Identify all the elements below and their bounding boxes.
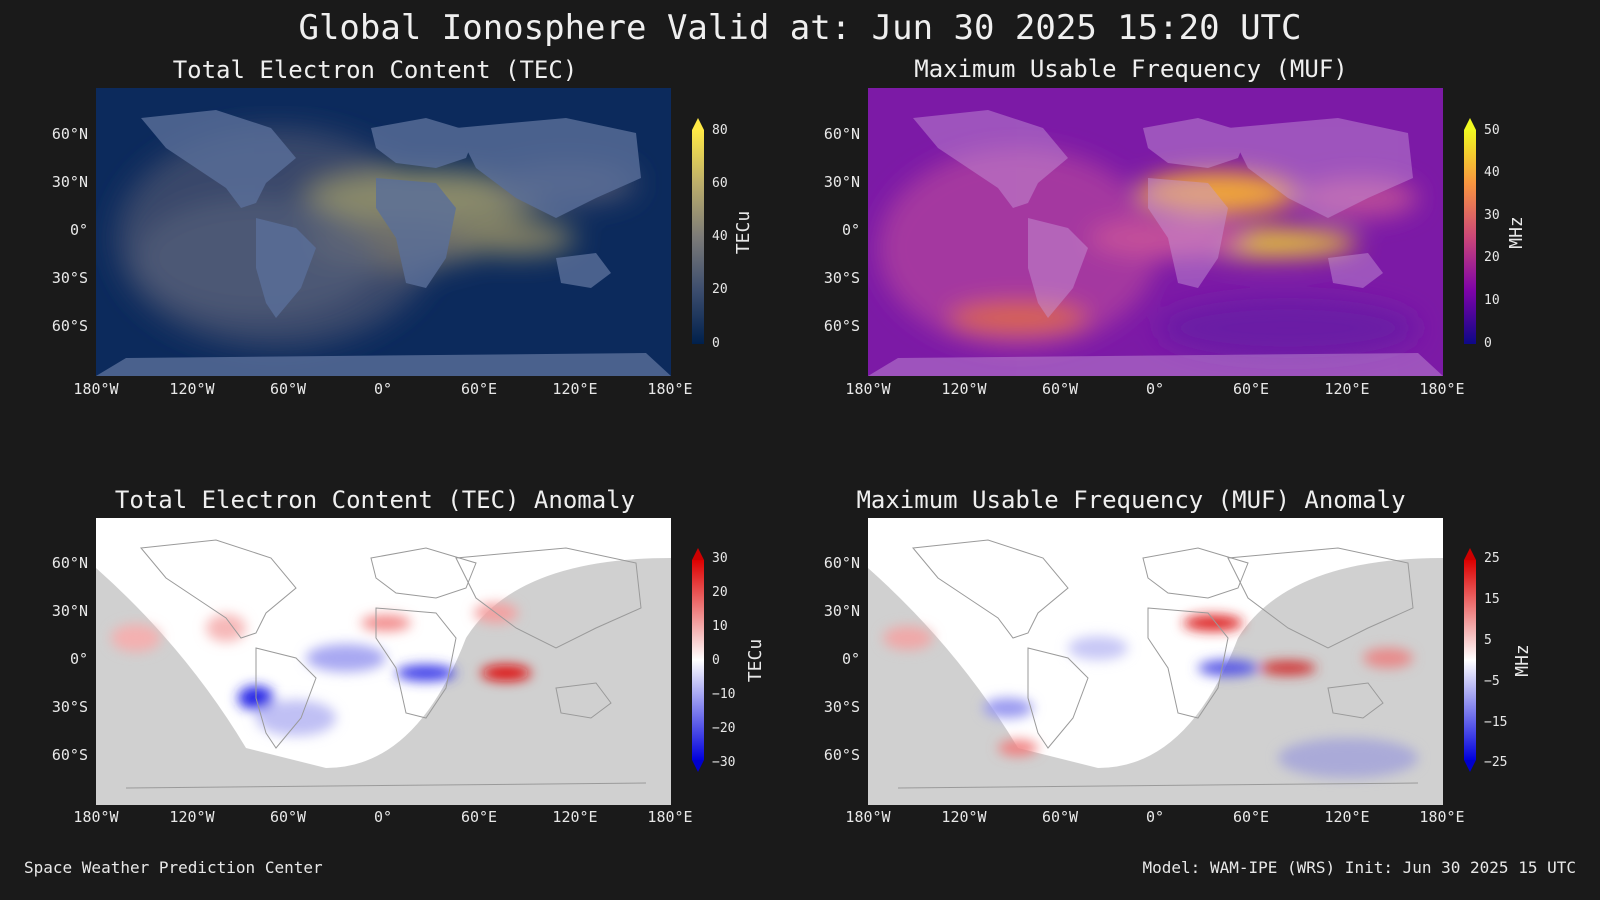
tec-colorbar: [692, 118, 704, 344]
lat-label: 30°N: [823, 602, 860, 620]
panel-title-muf: Maximum Usable Frequency (MUF): [914, 55, 1348, 83]
lat-label: 60°N: [823, 554, 860, 572]
lon-label: 0°: [1145, 808, 1165, 826]
lon-label: 180°W: [845, 808, 891, 826]
lon-label: 0°: [373, 380, 393, 398]
panel-title-muf-anomaly: Maximum Usable Frequency (MUF) Anomaly: [856, 486, 1406, 514]
lat-label: 60°N: [51, 554, 88, 572]
lat-label: 30°N: [823, 173, 860, 191]
lon-label: 120°E: [1324, 808, 1370, 826]
footer-model-info: Model: WAM-IPE (WRS) Init: Jun 30 2025 1…: [1142, 858, 1576, 877]
colorbar-tick: 10: [1484, 293, 1500, 308]
lat-label: 0°: [841, 650, 860, 668]
colorbar-unit-label: MHz: [1511, 644, 1533, 677]
colorbar-tick: −20: [712, 721, 736, 736]
panel-title-tec-anomaly: Total Electron Content (TEC) Anomaly: [114, 486, 636, 514]
page-title: Global Ionosphere Valid at: Jun 30 2025 …: [298, 8, 1302, 48]
colorbar-tick: 20: [1484, 250, 1500, 265]
colorbar-tick: 30: [712, 551, 728, 566]
lon-label: 180°W: [73, 380, 119, 398]
lon-label: 180°W: [845, 380, 891, 398]
colorbar-tick: 80: [712, 123, 728, 138]
colorbar-unit-label: TECu: [733, 210, 755, 255]
lat-label: 30°S: [823, 269, 860, 287]
colorbar-tick: 30: [1484, 208, 1500, 223]
lat-label: 60°S: [51, 746, 88, 764]
colorbar-tick: 15: [1484, 592, 1500, 607]
tec-anomaly-map: [96, 518, 671, 805]
lat-label: 30°N: [51, 602, 88, 620]
colorbar-tick: 40: [1484, 165, 1500, 180]
lon-label: 120°W: [941, 380, 987, 398]
colorbar-tick: 5: [1484, 633, 1492, 648]
colorbar-tick: 0: [1484, 336, 1492, 351]
panel-title-tec: Total Electron Content (TEC): [172, 56, 578, 84]
lat-label: 0°: [841, 221, 860, 239]
lat-label: 60°S: [823, 317, 860, 335]
lat-label: 60°S: [51, 317, 88, 335]
colorbar-tick: 0: [712, 336, 720, 351]
lat-label: 60°N: [823, 125, 860, 143]
lon-label: 60°E: [1232, 808, 1270, 826]
lon-label: 180°E: [647, 808, 693, 826]
lon-label: 120°E: [552, 808, 598, 826]
muf-anomaly-colorbar: [1464, 548, 1476, 772]
lon-label: 60°W: [1041, 808, 1079, 826]
colorbar-tick: −5: [1484, 674, 1500, 689]
colorbar-tick: 20: [712, 585, 728, 600]
colorbar-unit-label: MHz: [1505, 216, 1527, 249]
lon-label: 60°W: [269, 808, 307, 826]
lat-label: 0°: [69, 650, 88, 668]
lon-label: 180°E: [1419, 808, 1465, 826]
lon-label: 60°E: [460, 380, 498, 398]
lat-label: 30°S: [823, 698, 860, 716]
lon-label: 60°W: [269, 380, 307, 398]
lon-label: 120°E: [552, 380, 598, 398]
colorbar-tick: 0: [712, 653, 720, 668]
colorbar-tick: −15: [1484, 715, 1508, 730]
muf-map: [868, 88, 1443, 376]
colorbar-tick: −25: [1484, 755, 1508, 770]
lat-label: 30°N: [51, 173, 88, 191]
lon-label: 180°E: [647, 380, 693, 398]
colorbar-tick: 60: [712, 176, 728, 191]
tec-anomaly-colorbar: [692, 548, 704, 772]
muf-colorbar: [1464, 118, 1476, 344]
lon-label: 120°E: [1324, 380, 1370, 398]
lon-label: 120°W: [169, 808, 215, 826]
lon-label: 60°W: [1041, 380, 1079, 398]
lon-label: 120°W: [169, 380, 215, 398]
lat-label: 30°S: [51, 698, 88, 716]
lat-label: 60°S: [823, 746, 860, 764]
colorbar-tick: 50: [1484, 123, 1500, 138]
tec-map: [96, 88, 671, 376]
colorbar-tick: 40: [712, 229, 728, 244]
muf-anomaly-map: [868, 518, 1443, 805]
colorbar-tick: −10: [712, 687, 736, 702]
lon-label: 60°E: [1232, 380, 1270, 398]
colorbar-tick: 20: [712, 282, 728, 297]
colorbar-tick: 25: [1484, 551, 1500, 566]
lat-label: 0°: [69, 221, 88, 239]
colorbar-unit-label: TECu: [745, 638, 767, 683]
lon-label: 0°: [1145, 380, 1165, 398]
lon-label: 180°W: [73, 808, 119, 826]
lon-label: 60°E: [460, 808, 498, 826]
lat-label: 60°N: [51, 125, 88, 143]
lon-label: 120°W: [941, 808, 987, 826]
lon-label: 0°: [373, 808, 393, 826]
footer-credit: Space Weather Prediction Center: [24, 858, 323, 877]
colorbar-tick: 10: [712, 619, 728, 634]
colorbar-tick: −30: [712, 755, 736, 770]
lat-label: 30°S: [51, 269, 88, 287]
lon-label: 180°E: [1419, 380, 1465, 398]
